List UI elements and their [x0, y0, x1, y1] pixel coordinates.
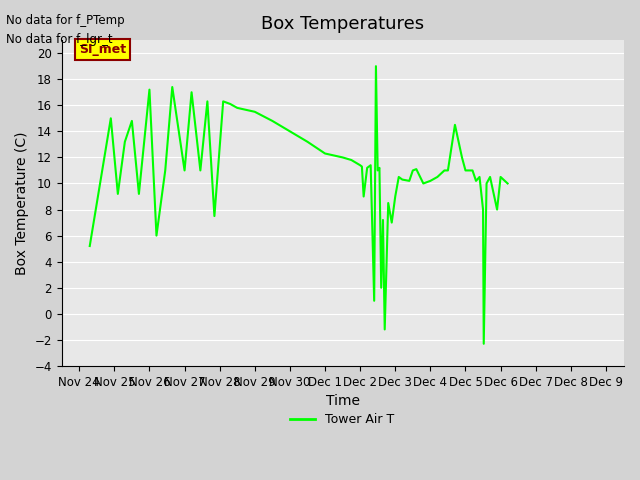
Legend: Tower Air T: Tower Air T — [285, 408, 400, 432]
Text: No data for f_lgr_t: No data for f_lgr_t — [6, 33, 113, 46]
Text: SI_met: SI_met — [79, 43, 126, 56]
Title: Box Temperatures: Box Temperatures — [261, 15, 424, 33]
Text: No data for f_PTemp: No data for f_PTemp — [6, 14, 125, 27]
X-axis label: Time: Time — [326, 394, 360, 408]
Y-axis label: Box Temperature (C): Box Temperature (C) — [15, 131, 29, 275]
